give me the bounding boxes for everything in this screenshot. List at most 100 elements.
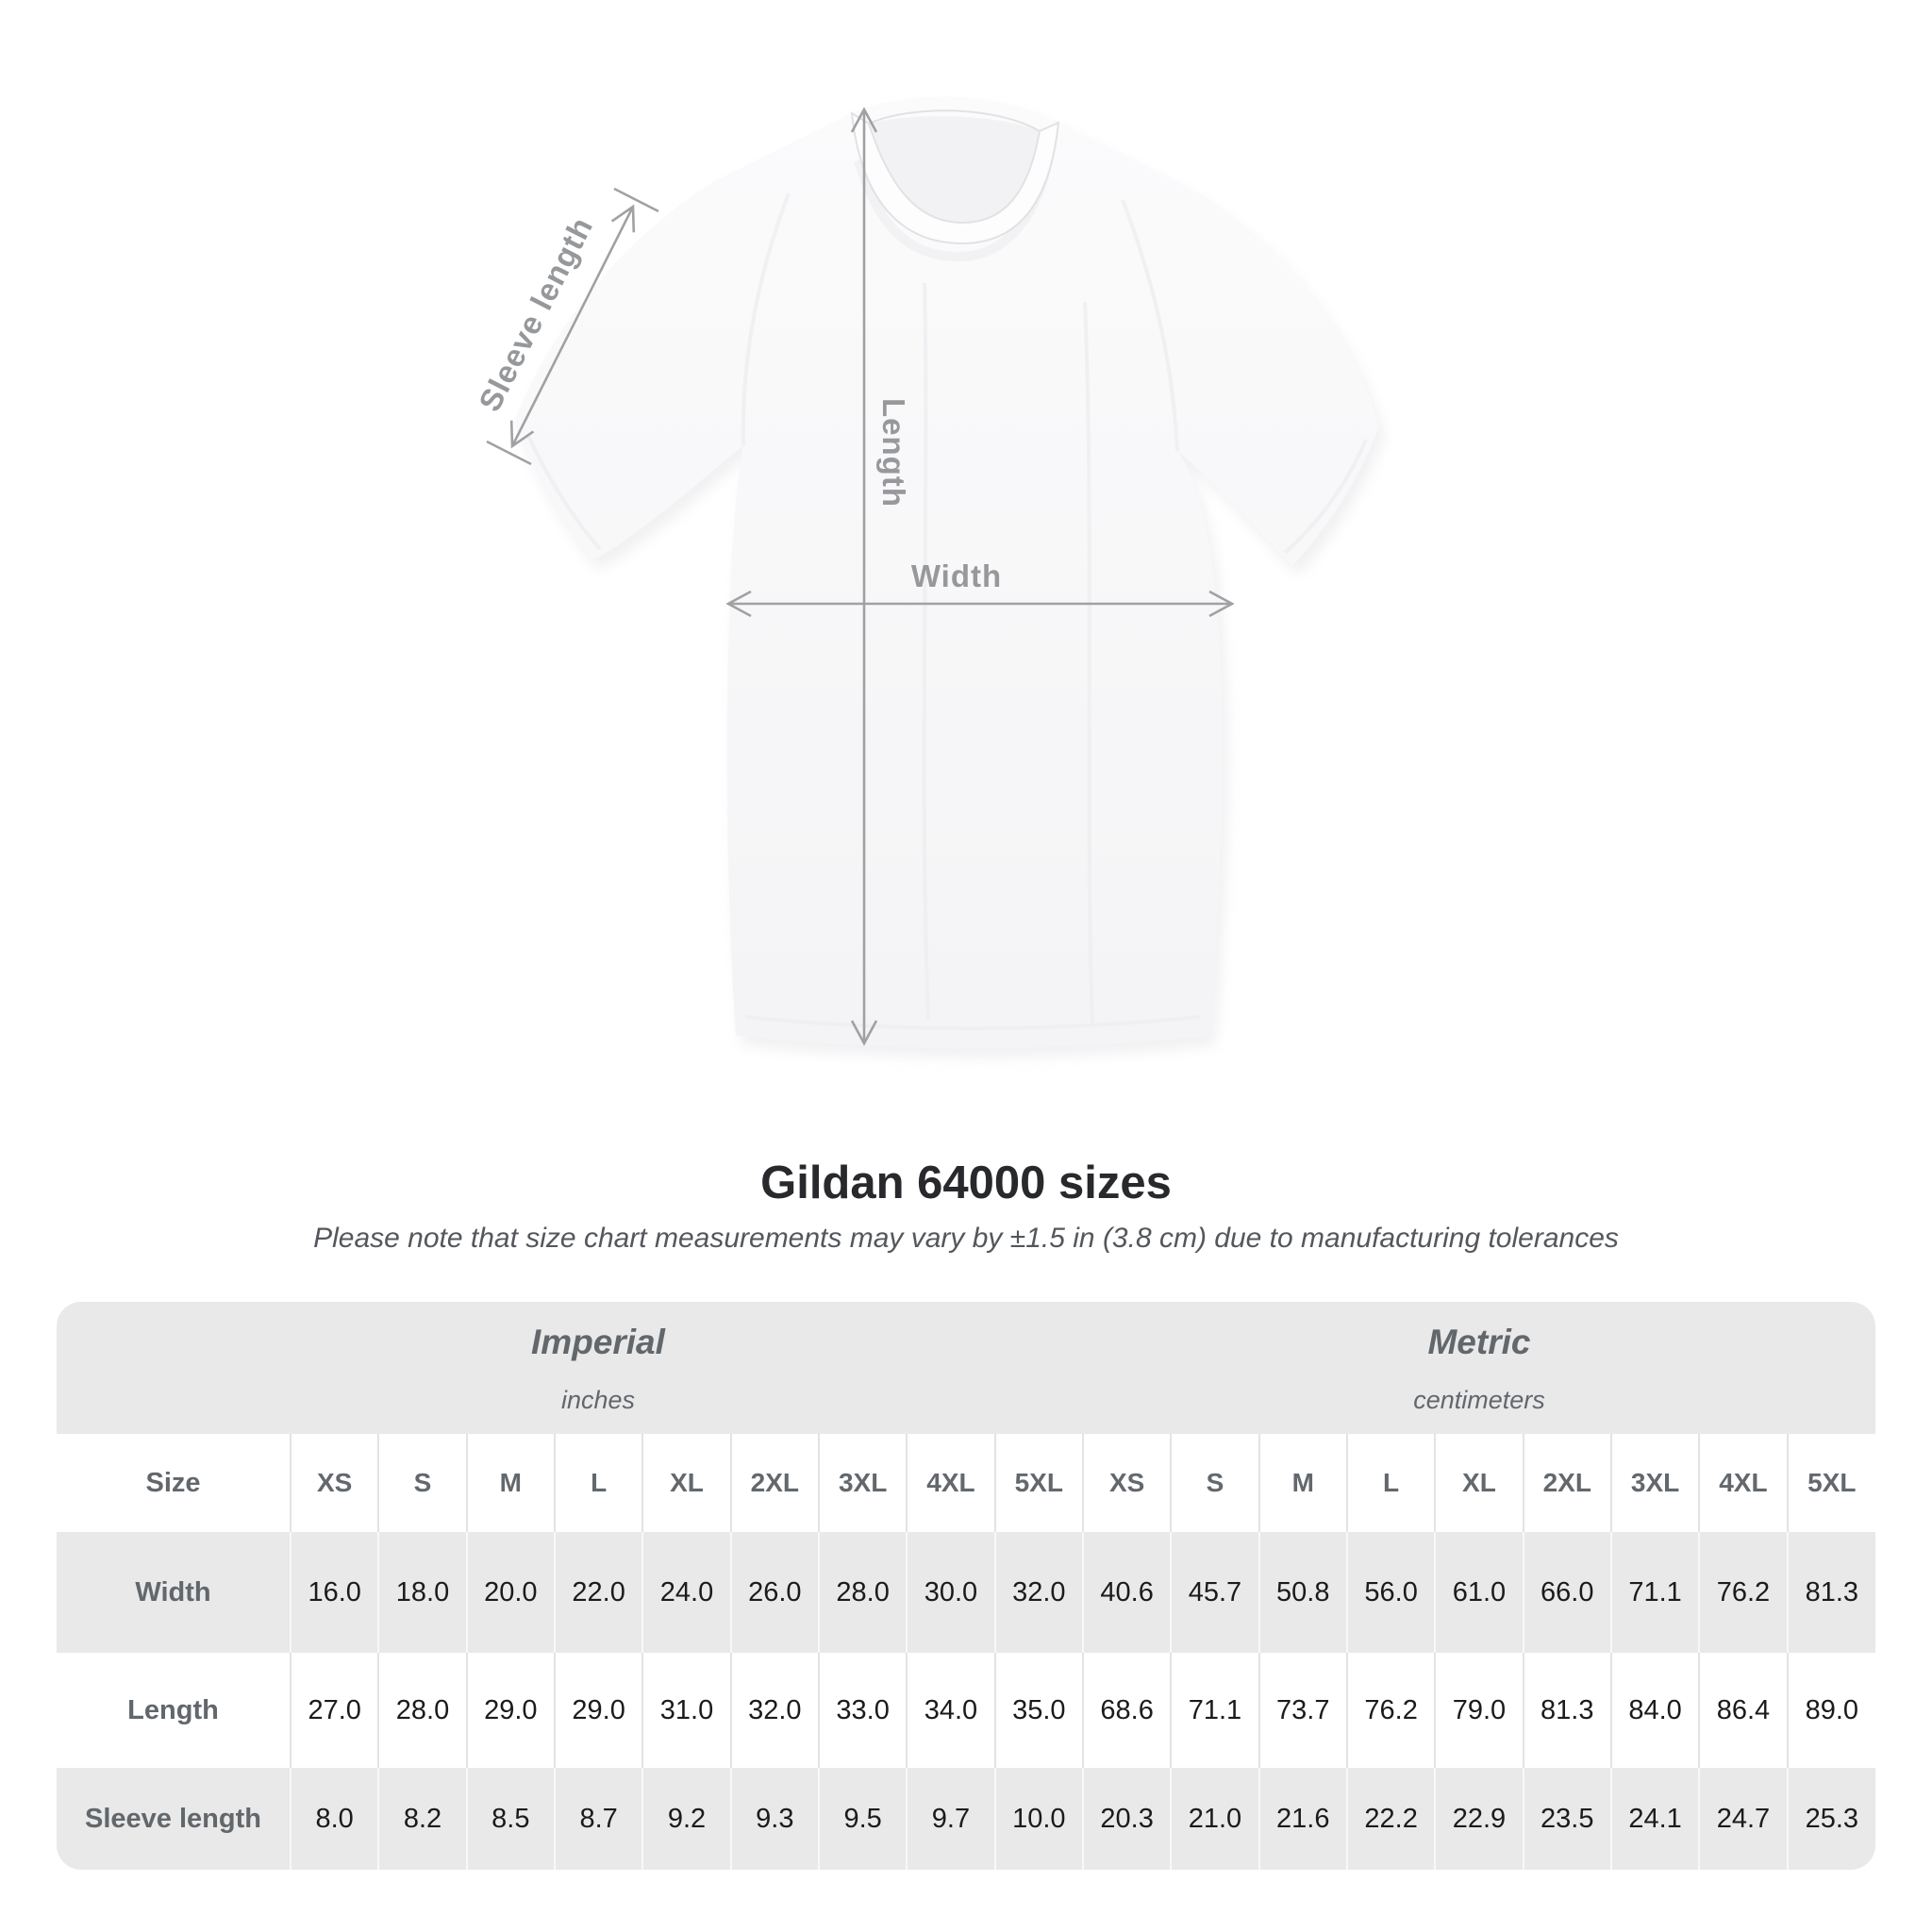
length-imperial-3xl: 33.0 — [817, 1653, 908, 1768]
width-label: Width — [911, 558, 1002, 593]
sleeve-length-metric-s: 21.0 — [1170, 1768, 1259, 1870]
width-imperial-3xl: 28.0 — [817, 1532, 908, 1653]
column-header-metric-s: S — [1170, 1434, 1259, 1532]
column-header-imperial-2xl: 2XL — [729, 1434, 819, 1532]
column-header-imperial-xs: XS — [289, 1434, 379, 1532]
column-header-imperial-s: S — [377, 1434, 467, 1532]
length-imperial-xl: 31.0 — [641, 1653, 731, 1768]
column-header-imperial-5xl: 5XL — [993, 1434, 1083, 1532]
width-imperial-m: 20.0 — [465, 1532, 555, 1653]
measurement-row-length: Length 27.0 28.0 29.0 29.0 31.0 32.0 33.0 34.0 35… — [57, 1653, 1875, 1768]
sleeve-length-imperial-s: 8.2 — [377, 1768, 467, 1870]
width-metric-5xl: 81.3 — [1786, 1532, 1875, 1653]
measurement-row-sleeve-length: Sleeve length 8.0 8.2 8.5 8.7 9.2 9.3 9.5 9.7 10.… — [57, 1768, 1875, 1870]
metric-label: Metric — [1427, 1323, 1531, 1361]
width-metric-xs: 40.6 — [1081, 1532, 1172, 1653]
sleeve-length-imperial-xs: 8.0 — [289, 1768, 379, 1870]
tshirt-measurement-diagram: Sleeve length Length Width — [472, 96, 1385, 1058]
width-metric-s: 45.7 — [1170, 1532, 1259, 1653]
size-header-row: Size XS S M L XL 2XL 3XL 4XL 5XL XS S M L XL 2XL 3XL 4XL… — [57, 1434, 1875, 1532]
width-imperial-l: 22.0 — [553, 1532, 643, 1653]
column-header-imperial-l: L — [553, 1434, 643, 1532]
length-metric-4xl: 86.4 — [1698, 1653, 1788, 1768]
measurement-row-width: Width 16.0 18.0 20.0 22.0 24.0 26.0 28.0 30.0 32.… — [57, 1532, 1875, 1653]
sleeve-length-imperial-5xl: 10.0 — [993, 1768, 1083, 1870]
metric-unit: centimeters — [1413, 1386, 1545, 1414]
sleeve-length-imperial-m: 8.5 — [465, 1768, 555, 1870]
length-imperial-5xl: 35.0 — [993, 1653, 1083, 1768]
sleeve-dimension-line — [509, 204, 636, 449]
column-header-imperial-4xl: 4XL — [906, 1434, 995, 1532]
unit-group-header-row: Imperial inches Metric centimeters — [57, 1302, 1875, 1434]
column-header-metric-l: L — [1345, 1434, 1436, 1532]
width-metric-xl: 61.0 — [1434, 1532, 1524, 1653]
imperial-group-header: Imperial inches — [57, 1302, 1083, 1434]
sleeve-length-imperial-3xl: 9.5 — [817, 1768, 908, 1870]
imperial-unit: inches — [560, 1386, 635, 1414]
page-title: Gildan 64000 sizes — [760, 1158, 1172, 1208]
length-imperial-4xl: 34.0 — [906, 1653, 995, 1768]
sleeve-dimension-tick-top — [613, 187, 659, 213]
width-metric-3xl: 71.1 — [1609, 1532, 1700, 1653]
sleeve-length-metric-5xl: 25.3 — [1786, 1768, 1875, 1870]
size-column-header: Size — [145, 1467, 201, 1498]
column-header-imperial-m: M — [465, 1434, 555, 1532]
width-metric-2xl: 66.0 — [1522, 1532, 1611, 1653]
length-metric-3xl: 84.0 — [1609, 1653, 1700, 1768]
width-metric-m: 50.8 — [1257, 1532, 1347, 1653]
sleeve-length-metric-4xl: 24.7 — [1698, 1768, 1788, 1870]
length-imperial-l: 29.0 — [553, 1653, 643, 1768]
row-label-width: Width — [135, 1576, 211, 1607]
column-header-metric-xs: XS — [1081, 1434, 1172, 1532]
tolerance-note: Please note that size chart measurements… — [313, 1223, 1619, 1254]
column-header-metric-4xl: 4XL — [1698, 1434, 1788, 1532]
sleeve-length-imperial-4xl: 9.7 — [906, 1768, 995, 1870]
length-imperial-2xl: 32.0 — [729, 1653, 819, 1768]
size-table-grid: Imperial inches Metric centimeters Size … — [57, 1302, 1875, 1870]
width-imperial-4xl: 30.0 — [906, 1532, 995, 1653]
length-metric-m: 73.7 — [1257, 1653, 1347, 1768]
sleeve-length-imperial-l: 8.7 — [553, 1768, 643, 1870]
size-table: Imperial inches Metric centimeters Size … — [57, 1302, 1875, 1870]
column-header-metric-m: M — [1257, 1434, 1347, 1532]
width-metric-4xl: 76.2 — [1698, 1532, 1788, 1653]
sleeve-length-metric-m: 21.6 — [1257, 1768, 1347, 1870]
length-imperial-m: 29.0 — [465, 1653, 555, 1768]
column-header-metric-xl: XL — [1434, 1434, 1524, 1532]
width-metric-l: 56.0 — [1345, 1532, 1436, 1653]
sleeve-dimension-tick-bottom — [486, 440, 532, 466]
sleeve-length-metric-2xl: 23.5 — [1522, 1768, 1611, 1870]
width-imperial-xs: 16.0 — [289, 1532, 379, 1653]
row-label-length: Length — [127, 1694, 219, 1725]
width-imperial-2xl: 26.0 — [729, 1532, 819, 1653]
length-metric-s: 71.1 — [1170, 1653, 1259, 1768]
length-label: Length — [876, 398, 911, 508]
tshirt-collar — [850, 109, 1060, 262]
length-metric-l: 76.2 — [1345, 1653, 1436, 1768]
width-imperial-xl: 24.0 — [641, 1532, 731, 1653]
sleeve-length-metric-3xl: 24.1 — [1609, 1768, 1700, 1870]
column-header-metric-5xl: 5XL — [1786, 1434, 1875, 1532]
imperial-label: Imperial — [531, 1323, 665, 1361]
sleeve-length-metric-xs: 20.3 — [1081, 1768, 1172, 1870]
column-header-imperial-3xl: 3XL — [817, 1434, 908, 1532]
length-imperial-xs: 27.0 — [289, 1653, 379, 1768]
sleeve-length-imperial-xl: 9.2 — [641, 1768, 731, 1870]
sleeve-length-metric-xl: 22.9 — [1434, 1768, 1524, 1870]
metric-group-header: Metric centimeters — [1082, 1302, 1875, 1434]
row-label-sleeve-length: Sleeve length — [85, 1803, 261, 1834]
measurement-annotations — [486, 107, 1235, 1046]
length-metric-xl: 79.0 — [1434, 1653, 1524, 1768]
tshirt-image — [514, 96, 1379, 1049]
column-header-metric-3xl: 3XL — [1609, 1434, 1700, 1532]
column-header-imperial-xl: XL — [641, 1434, 731, 1532]
sleeve-length-metric-l: 22.2 — [1345, 1768, 1436, 1870]
length-metric-5xl: 89.0 — [1786, 1653, 1875, 1768]
length-metric-xs: 68.6 — [1081, 1653, 1172, 1768]
column-header-metric-2xl: 2XL — [1522, 1434, 1611, 1532]
length-metric-2xl: 81.3 — [1522, 1653, 1611, 1768]
width-imperial-s: 18.0 — [377, 1532, 467, 1653]
width-imperial-5xl: 32.0 — [993, 1532, 1083, 1653]
length-imperial-s: 28.0 — [377, 1653, 467, 1768]
